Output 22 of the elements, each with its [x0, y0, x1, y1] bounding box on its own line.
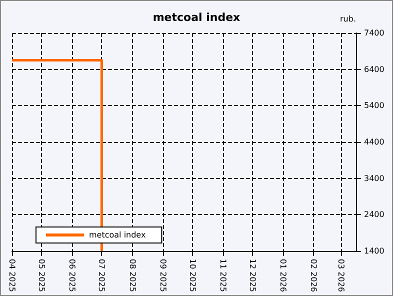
x-tick-label: 12 2025: [248, 258, 258, 292]
y-tick-label: 7400: [364, 28, 384, 38]
y-tick-label: 3400: [364, 174, 384, 183]
x-tick-label: 10 2025: [188, 258, 197, 292]
x-tick-label: 08 2025: [128, 258, 137, 292]
x-tick-label: 07 2025: [97, 258, 106, 292]
y-axis-title: rub.: [340, 14, 356, 24]
y-tick-label: 2400: [364, 210, 384, 220]
y-tick-label: 1400: [364, 246, 384, 256]
x-tick-label: 06 2025: [68, 258, 77, 292]
x-tick-label: 09 2025: [158, 258, 168, 292]
x-tick-label: 05 2025: [37, 258, 46, 292]
x-tick-label: 11 2025: [218, 258, 228, 292]
x-tick-label: 04 2025: [8, 258, 16, 292]
x-tick-label: 01 2026: [278, 258, 288, 292]
chart-title: metcoal index: [152, 11, 240, 24]
x-tick-label: 02 2026: [309, 258, 318, 292]
y-tick-label: 5400: [364, 101, 384, 110]
legend-label: metcoal index: [89, 230, 146, 240]
y-tick-label: 6400: [364, 64, 384, 74]
y-tick-label: 4400: [364, 137, 384, 146]
x-tick-label: 03 2026: [336, 258, 346, 292]
